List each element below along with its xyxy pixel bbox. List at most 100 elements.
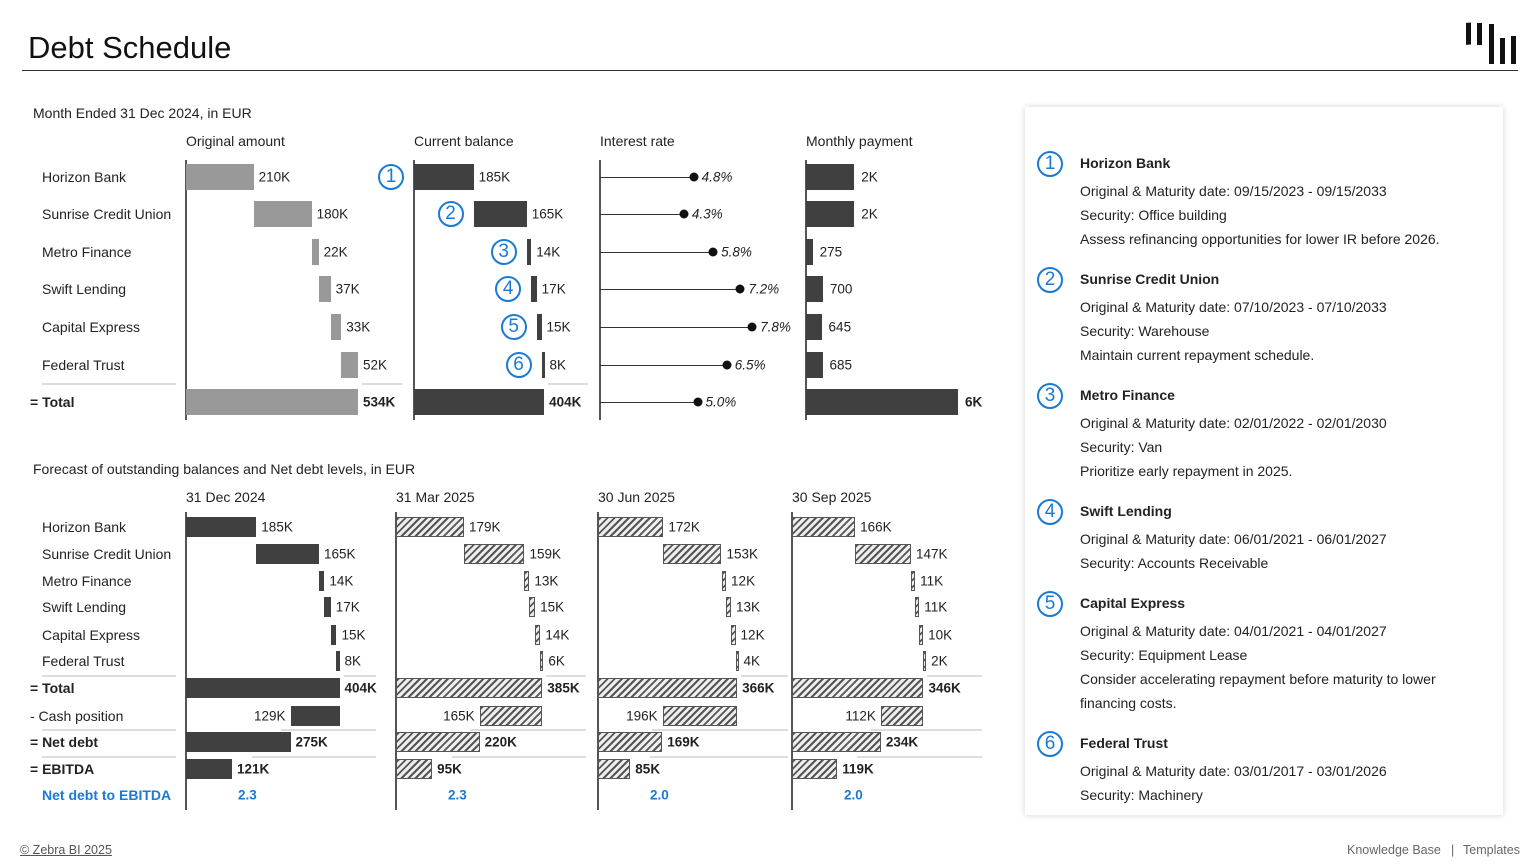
original_amount-axis [185,160,187,420]
total-value-label: 366K [742,680,775,696]
period-axis [597,512,599,810]
forecast-row-label: Swift Lending [42,599,127,615]
current_balance-bar [531,276,537,302]
marker-4-icon: 4 [1037,499,1063,525]
balance-value-label: 13K [534,573,559,589]
current_balance-value-label: 17K [541,281,566,297]
balance-value-label: 17K [335,599,360,615]
note-line: Original & Maturity date: 07/10/2023 - 0… [1080,299,1387,315]
balance-value-label: 159K [529,546,561,562]
period-axis [791,512,793,810]
balance-bar [529,597,536,617]
ebitda-bar [598,759,631,779]
separator [548,383,589,385]
ratio-value: 2.0 [650,787,669,803]
row-label: Capital Express [42,319,141,335]
balance-value-label: 153K [726,546,759,562]
monthly-payment-label: 2K [861,206,878,222]
balance-bar [336,651,340,671]
separator [546,675,586,677]
separator [870,729,982,731]
balance-value-label: 185K [261,519,293,535]
net-debt-value-label: 234K [885,734,919,750]
copyright-link[interactable]: © Zebra BI 2025 [20,843,112,857]
zebra-bi-logo-icon [1466,22,1516,64]
top-subtitle: Month Ended 31 Dec 2024, in EUR [33,105,252,121]
column-header: Interest rate [600,133,675,149]
current_balance-value-label: 14K [536,244,561,260]
balance-value-label: 14K [545,627,570,643]
balance-value-label: 12K [740,627,765,643]
note-line: Security: Office building [1080,207,1227,223]
balance-value-label: 6K [548,653,565,669]
original_amount-value-label: 52K [362,357,387,373]
notes-panel: 1 Horizon Bank Original & Maturity date: 0… [1025,107,1503,815]
original_amount-bar [186,164,254,190]
net-debt-bar [598,732,663,752]
cash-bar [479,706,543,726]
row-label: Swift Lending [42,281,127,297]
balance-bar [324,597,331,617]
balance-bar [923,651,927,671]
balance-bar [910,571,916,591]
original_amount-value-label: 180K [316,206,349,222]
note-line: Security: Warehouse [1080,323,1210,339]
note-line: Security: Accounts Receivable [1080,555,1269,571]
current_balance-total-bar [414,389,545,415]
balance-bar [663,544,722,564]
separator [343,675,376,677]
templates-link[interactable]: Templates [1463,843,1520,857]
balance-bar [464,544,525,564]
monthly-payment-label: 685 [829,357,853,373]
marker-5-icon: 5 [1037,591,1063,617]
cash-value-label: 196K [626,708,658,724]
period-axis [185,512,187,810]
marker-6-icon: 6 [1037,731,1063,757]
monthly-payment-bar [806,276,823,302]
forecast-total-label: = Total [30,680,75,696]
balance-value-label: 2K [931,653,948,669]
original_amount-bar [330,314,342,340]
net-debt-bar [396,732,480,752]
interest-rate-dot [722,360,732,370]
knowledge-base-link[interactable]: Knowledge Base [1347,843,1441,857]
note-line: Original & Maturity date: 04/01/2021 - 0… [1080,623,1387,639]
interest-rate-dot [689,172,699,182]
note-title: Sunrise Credit Union [1080,271,1220,287]
current_balance-axis [413,160,415,420]
bottom-subtitle: Forecast of outstanding balances and Net… [33,461,416,477]
balance-bar [598,517,664,537]
cash-value-label: 112K [845,708,876,724]
original_amount-bar [311,239,319,265]
ratio-value: 2.0 [844,787,863,803]
forecast-row-label: Metro Finance [42,573,132,589]
interest-rate-label: 4.3% [691,206,723,222]
balance-bar [540,651,544,671]
balance-value-label: 15K [540,599,565,615]
balance-value-label: 14K [329,573,354,589]
balance-bar [855,544,911,564]
cash-bar [880,706,924,726]
balance-bar [731,625,736,645]
balance-bar [186,517,257,537]
separator [280,729,376,731]
interest-rate-label: 6.5% [734,357,766,373]
net-debt-value-label: 220K [484,734,517,750]
original_amount-value-label: 33K [346,319,371,335]
row-label: Horizon Bank [42,169,127,185]
ebitda-bar [396,759,433,779]
period-header: 31 Mar 2025 [396,489,475,505]
note-line: financing costs. [1080,695,1177,711]
separator [469,729,586,731]
column-header: Current balance [414,133,514,149]
page-title: Debt Schedule [28,30,232,65]
ebitda-value-label: 119K [842,761,874,777]
monthly-payment-bar [806,314,822,340]
monthly-payment-label: 275 [819,244,843,260]
ratio-value: 2.3 [238,787,257,803]
original_amount-bar [253,201,312,227]
note-line: Security: Machinery [1080,787,1203,803]
total-value-label: 404K [344,680,377,696]
net-debt-value-label: 169K [667,734,700,750]
interest-rate-stem [600,289,741,290]
